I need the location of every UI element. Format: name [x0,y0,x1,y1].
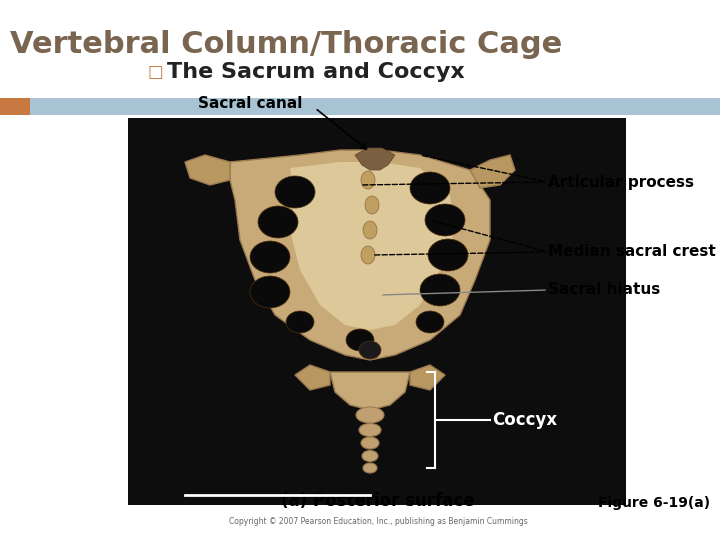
Ellipse shape [362,450,378,462]
Text: (a) Posterior surface: (a) Posterior surface [282,492,474,510]
Ellipse shape [363,463,377,473]
Text: □: □ [147,63,163,81]
Polygon shape [330,372,410,410]
Polygon shape [290,162,455,330]
Ellipse shape [275,176,315,208]
Ellipse shape [425,204,465,236]
Text: Median sacral crest: Median sacral crest [548,245,716,260]
Ellipse shape [356,407,384,423]
Ellipse shape [363,221,377,239]
Ellipse shape [365,196,379,214]
Ellipse shape [359,341,381,359]
Ellipse shape [258,206,298,238]
Text: Sacral canal: Sacral canal [198,96,302,111]
Text: Vertebral Column/Thoracic Cage: Vertebral Column/Thoracic Cage [10,30,562,59]
Ellipse shape [286,311,314,333]
Polygon shape [410,365,445,390]
Text: Coccyx: Coccyx [492,411,557,429]
Polygon shape [185,155,230,185]
Ellipse shape [410,172,450,204]
Ellipse shape [250,276,290,308]
Polygon shape [355,148,395,170]
Ellipse shape [420,274,460,306]
Text: Sacral hiatus: Sacral hiatus [548,282,660,298]
Ellipse shape [416,311,444,333]
Text: Copyright © 2007 Pearson Education, Inc., publishing as Benjamin Cummings: Copyright © 2007 Pearson Education, Inc.… [229,517,527,526]
Ellipse shape [428,239,468,271]
Bar [128,118,626,505]
Text: The Sacrum and Coccyx: The Sacrum and Coccyx [167,62,464,82]
Polygon shape [230,150,490,360]
Text: Figure 6-19(a): Figure 6-19(a) [598,496,710,510]
Ellipse shape [361,246,375,264]
Polygon shape [295,365,330,390]
Bar [0,98,30,115]
Ellipse shape [346,329,374,351]
Text: Articular process: Articular process [548,174,694,190]
Ellipse shape [361,437,379,449]
Ellipse shape [250,241,290,273]
Ellipse shape [361,171,375,189]
Ellipse shape [359,423,381,436]
Bar [30,98,720,115]
Polygon shape [470,155,515,188]
